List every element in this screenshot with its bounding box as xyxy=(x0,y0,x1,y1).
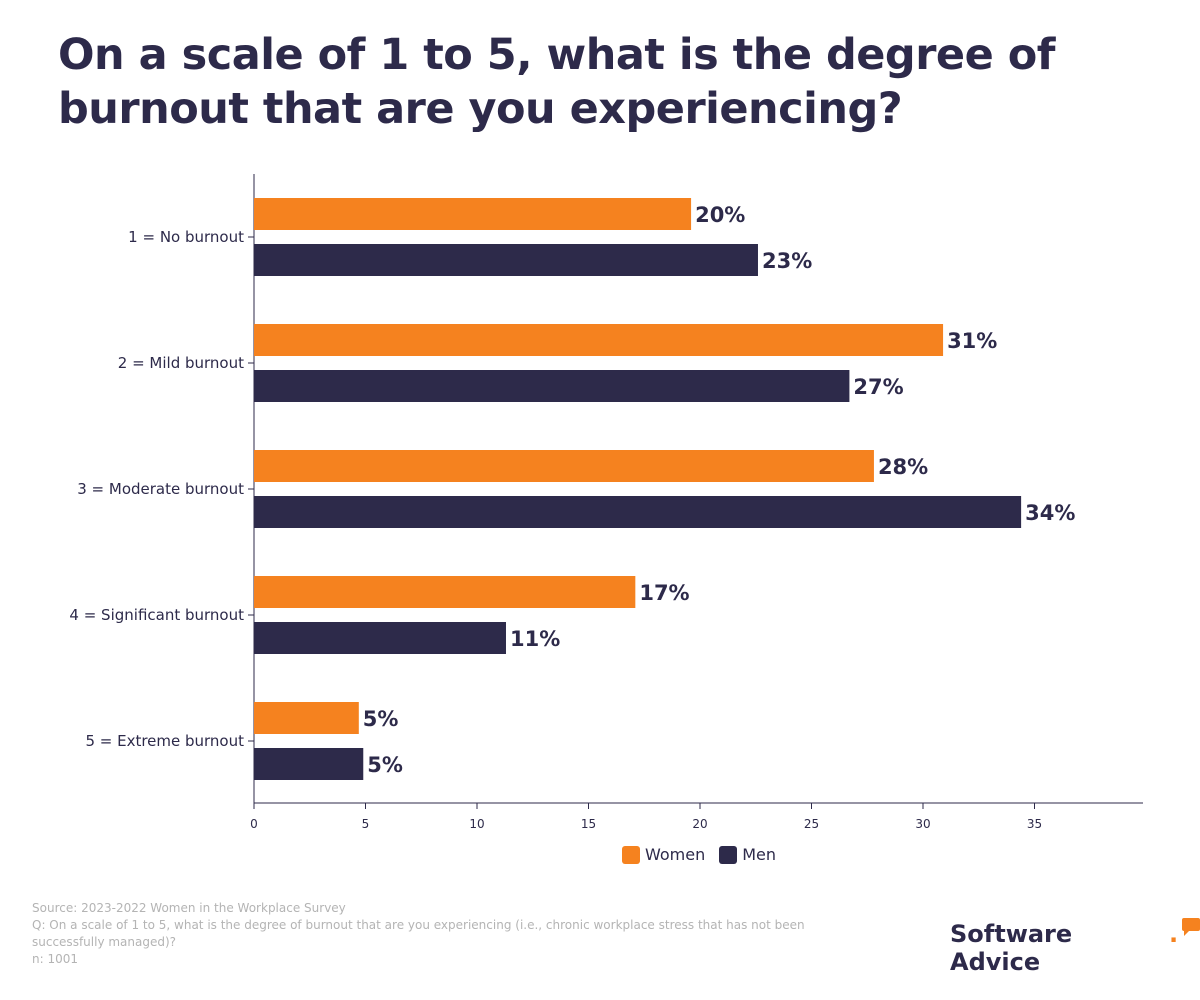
footer-notes: Source: 2023-2022 Women in the Workplace… xyxy=(32,900,852,968)
data-label: 28% xyxy=(878,455,928,479)
data-label: 20% xyxy=(695,203,745,227)
source-note: Source: 2023-2022 Women in the Workplace… xyxy=(32,901,346,915)
data-label: 5% xyxy=(363,707,399,731)
brand-dot: . xyxy=(1169,920,1179,948)
bar-men xyxy=(254,370,850,402)
bar-women xyxy=(254,702,359,734)
legend-label-men: Men xyxy=(742,845,777,864)
category-label: 5 = Extreme burnout xyxy=(85,732,244,750)
legend-item-men: Men xyxy=(719,845,776,864)
question-note: Q: On a scale of 1 to 5, what is the deg… xyxy=(32,918,805,949)
x-tick-label: 25 xyxy=(804,817,819,831)
software-advice-logo: Software Advice. xyxy=(950,918,1200,976)
category-label: 2 = Mild burnout xyxy=(118,354,244,372)
data-label: 27% xyxy=(853,375,903,399)
x-tick-label: 30 xyxy=(915,817,930,831)
legend-label-women: Women xyxy=(645,845,706,864)
category-label: 1 = No burnout xyxy=(128,228,244,246)
x-tick-label: 20 xyxy=(692,817,707,831)
x-tick-label: 5 xyxy=(362,817,370,831)
bar-men xyxy=(254,622,506,654)
legend: Women Men xyxy=(622,845,790,864)
legend-swatch-women xyxy=(622,845,640,864)
x-tick-label: 0 xyxy=(250,817,258,831)
data-label: 11% xyxy=(510,627,560,651)
bar-women xyxy=(254,576,636,608)
bar-women xyxy=(254,324,944,356)
sample-size-note: n: 1001 xyxy=(32,952,79,966)
legend-swatch-men xyxy=(719,845,738,864)
data-label: 17% xyxy=(639,581,689,605)
bar-women xyxy=(254,450,874,482)
category-label: 3 = Moderate burnout xyxy=(77,480,244,498)
brand-name: Software Advice xyxy=(950,920,1073,976)
data-label: 31% xyxy=(947,329,997,353)
x-tick-label: 35 xyxy=(1027,817,1042,831)
bar-women xyxy=(254,198,692,230)
data-label: 34% xyxy=(1025,501,1075,525)
speech-bubble-icon xyxy=(1180,918,1200,938)
data-label: 5% xyxy=(367,753,403,777)
legend-item-women: Women xyxy=(622,845,705,864)
bar-men xyxy=(254,244,758,276)
data-label: 23% xyxy=(762,249,812,273)
bar-men xyxy=(254,748,364,780)
chart-title: On a scale of 1 to 5, what is the degree… xyxy=(58,30,1055,134)
bar-men xyxy=(254,496,1022,528)
x-tick-label: 15 xyxy=(581,817,596,831)
x-tick-label: 10 xyxy=(469,817,484,831)
category-label: 4 = Significant burnout xyxy=(69,606,244,624)
